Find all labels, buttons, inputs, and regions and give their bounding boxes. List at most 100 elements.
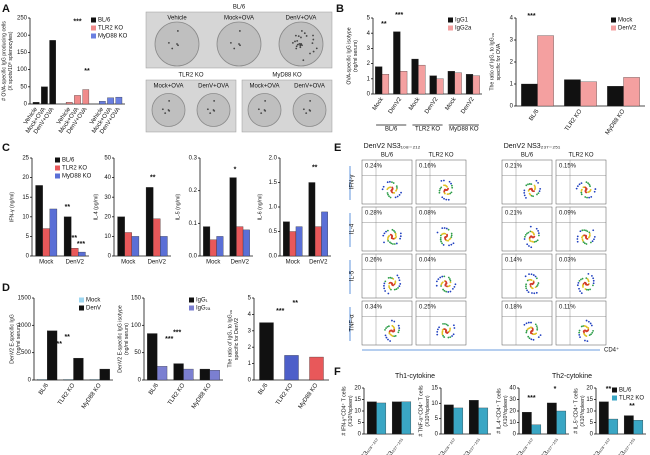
- dot: [581, 229, 584, 232]
- dot: [581, 239, 584, 242]
- dot: [389, 340, 392, 342]
- legend-swatch: [189, 305, 194, 311]
- y-tick-label: 5: [435, 416, 439, 422]
- bar: [35, 185, 43, 257]
- plate-group-title: BL/6: [233, 5, 246, 11]
- dot: [448, 278, 451, 280]
- x-tick-label: MyD88 KO: [191, 382, 213, 410]
- dot: [578, 183, 581, 186]
- dot: [397, 276, 400, 279]
- dot: [395, 185, 398, 188]
- dot: [534, 323, 537, 326]
- bar: [216, 236, 224, 257]
- y-tick-label: 250: [17, 16, 28, 22]
- dot: [395, 242, 398, 245]
- plate-spot: [238, 30, 241, 32]
- flow-percent: 0.26%: [365, 258, 383, 264]
- plate-spot: [295, 45, 298, 48]
- dot: [535, 227, 538, 230]
- flow-plot: [361, 206, 413, 252]
- plate-spot: [294, 40, 296, 43]
- dot: [395, 189, 397, 192]
- legend-swatch: [448, 17, 453, 23]
- dot: [576, 185, 579, 188]
- dot: [528, 192, 531, 195]
- y-tick-label: 0.5: [269, 229, 278, 235]
- dot: [447, 198, 450, 201]
- bar: [429, 75, 437, 95]
- bar: [623, 77, 640, 107]
- flow-percent: 0.18%: [505, 305, 523, 311]
- bar: [73, 357, 84, 381]
- dot: [393, 288, 396, 291]
- x-tick-label: DenV2: [309, 260, 328, 266]
- plate-spot: [229, 41, 232, 44]
- dot: [576, 235, 579, 238]
- x-tick-label: MyD88 KO: [605, 108, 627, 136]
- y-tick-label: 100: [131, 323, 142, 329]
- dot: [525, 196, 527, 199]
- flow-plot: [361, 253, 413, 299]
- dot: [539, 187, 542, 190]
- dot: [449, 290, 452, 293]
- dot: [384, 280, 387, 283]
- dot: [441, 275, 444, 278]
- dot: [533, 188, 536, 191]
- legend-swatch: [79, 305, 84, 311]
- plate-spot: [264, 100, 267, 102]
- group-label: MyD88 KO: [449, 127, 479, 133]
- bar: [418, 64, 426, 95]
- dot: [528, 327, 531, 329]
- plate-label: Mock+OVA: [249, 84, 279, 90]
- dot: [528, 273, 530, 276]
- bar: [366, 401, 377, 435]
- significance: **: [65, 204, 71, 211]
- x-tick-label: TLR2 KO: [167, 382, 186, 406]
- y-tick-label: 0: [435, 432, 439, 438]
- legend-label: BL/6: [619, 388, 632, 394]
- dot: [525, 331, 528, 334]
- plate-spot: [168, 100, 171, 102]
- dot: [451, 184, 453, 187]
- dot: [449, 327, 452, 330]
- bar: [199, 368, 210, 381]
- y-tick-label: 0.2: [189, 188, 198, 194]
- dot: [441, 281, 444, 284]
- dot: [532, 282, 535, 285]
- dot: [525, 287, 528, 290]
- plate-spot: [299, 44, 302, 47]
- dot: [585, 229, 587, 232]
- plate-spot: [168, 109, 171, 112]
- dot: [445, 198, 448, 201]
- plate-spot: [309, 52, 311, 55]
- dot: [527, 183, 529, 186]
- dot: [580, 190, 583, 192]
- y-tick-label: 15: [354, 397, 361, 403]
- y-tick-label: 50: [104, 156, 111, 162]
- dot: [399, 235, 402, 238]
- bar: [124, 232, 132, 257]
- y-tick-label: 40: [104, 175, 111, 181]
- y-tick-label: 20: [586, 386, 593, 392]
- plate-spot: [300, 36, 302, 39]
- y-tick-label: 10: [354, 409, 361, 415]
- dot: [451, 186, 454, 189]
- dot: [530, 273, 533, 276]
- dot: [530, 321, 532, 324]
- dot: [579, 336, 581, 339]
- x-tick-label: Mock: [206, 260, 221, 266]
- dot: [449, 281, 452, 284]
- dot: [537, 192, 540, 194]
- bar: [157, 366, 168, 381]
- bar: [453, 407, 464, 435]
- bar: [521, 83, 538, 107]
- legend-swatch: [611, 25, 616, 31]
- bar: [41, 86, 48, 105]
- y-tick-label: 5: [590, 420, 594, 426]
- y-axis-label: IFN-γ (ng/ml): [9, 192, 15, 223]
- dot: [532, 274, 535, 276]
- bar: [145, 187, 154, 257]
- plate-group-title: TLR2 KO: [178, 73, 203, 79]
- dot: [441, 330, 444, 333]
- y-tick-label: 0: [590, 432, 594, 438]
